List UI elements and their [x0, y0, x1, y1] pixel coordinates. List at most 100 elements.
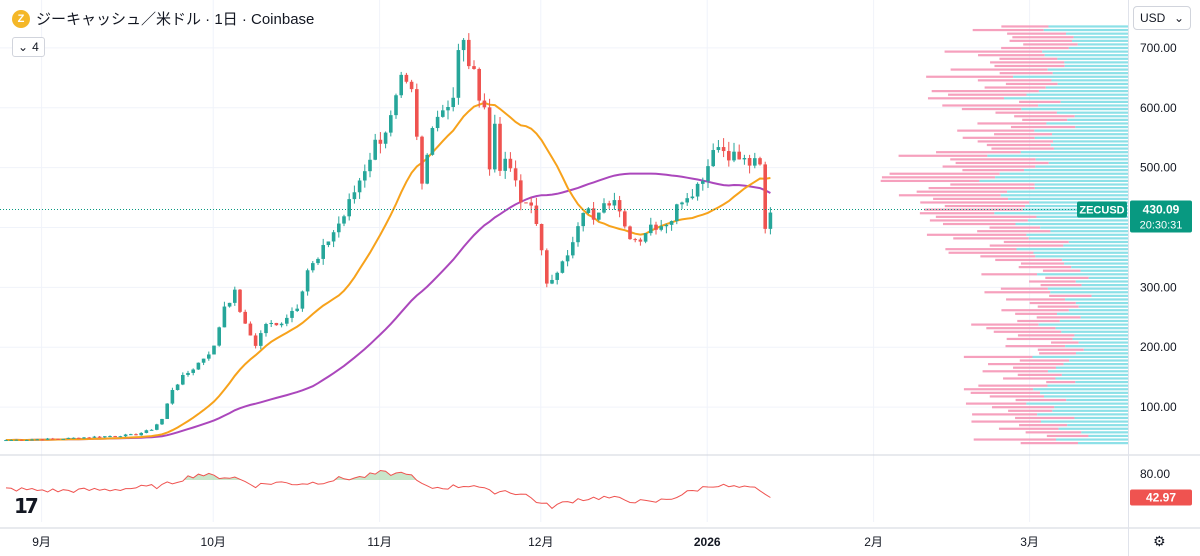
sma-long-series	[6, 172, 771, 441]
candle-body	[243, 311, 247, 324]
volume-profile-down-bar	[916, 190, 1008, 193]
currency-select[interactable]: USD ⌄	[1133, 6, 1191, 30]
volume-profile-down-bar	[1023, 43, 1078, 46]
volume-profile-down-bar	[1008, 409, 1053, 412]
volume-profile-down-bar	[1029, 280, 1076, 283]
candle-body	[144, 430, 149, 433]
volume-profile-down-bar	[1019, 424, 1068, 427]
candle-body	[487, 107, 492, 170]
volume-profile-up-bar	[1052, 133, 1128, 136]
candle-body	[591, 208, 596, 220]
candle-body	[586, 208, 591, 214]
candle-body	[669, 221, 674, 225]
candle-body	[71, 437, 76, 439]
volume-profile-down-bar	[988, 363, 1064, 366]
volume-profile-down-bar	[1019, 359, 1070, 362]
candle-body	[467, 39, 471, 67]
volume-profile-down-bar	[986, 327, 1056, 330]
price-labels: ZECUSD 430.09 20:30:31 42.97	[0, 200, 1192, 506]
x-tick-label: 2月	[864, 535, 883, 549]
volume-profile-up-bar	[1007, 190, 1128, 193]
y-tick-label: 200.00	[1140, 340, 1177, 354]
volume-profile-down-bar	[919, 212, 995, 215]
candle-body	[435, 116, 440, 129]
tradingview-logo[interactable]: 17	[14, 494, 39, 518]
rsi-line	[5, 469, 771, 510]
volume-profile-up-bar	[1016, 248, 1128, 251]
volume-profile-down-bar	[1017, 319, 1060, 323]
candle-body	[555, 272, 559, 280]
volume-profile-up-bar	[1075, 352, 1128, 355]
candle-body	[747, 158, 752, 166]
candle-body	[701, 181, 705, 184]
volume-profile-down-bar	[945, 248, 1017, 251]
volume-profile-down-bar	[1009, 39, 1073, 42]
candle-body	[649, 224, 653, 234]
volume-profile-up-bar	[1037, 273, 1128, 276]
volume-profile-down-bar	[999, 72, 1053, 75]
candle-body	[295, 308, 299, 311]
candle-body	[227, 302, 232, 307]
candle-body	[181, 374, 185, 385]
volume-profile-up-bar	[1047, 370, 1128, 373]
y-tick-label: 500.00	[1140, 161, 1177, 175]
x-tick-label: 10月	[201, 535, 226, 549]
volume-profile-up-bar	[995, 176, 1128, 179]
volume-profile-up-bar	[1055, 377, 1128, 380]
volume-profile-up-bar	[1053, 147, 1128, 150]
volume-profile-down-bar	[994, 64, 1065, 68]
candle-body	[233, 289, 237, 303]
volume-profile-up-bar	[979, 179, 1128, 183]
candle-body	[123, 434, 128, 437]
candle-body	[290, 310, 294, 318]
volume-profile-up-bar	[1034, 187, 1128, 190]
volume-profile-down-bar	[984, 86, 1046, 89]
candle-body	[711, 150, 715, 167]
volume-profile-up-bar	[1046, 122, 1128, 125]
volume-profile-down-bar	[995, 111, 1057, 114]
rsi-overbought-fill	[6, 470, 771, 480]
x-tick-label: 12月	[528, 535, 553, 549]
volume-profile-down-bar	[1015, 398, 1067, 402]
candle-body	[441, 110, 445, 117]
indicators-toggle-button[interactable]: ⌄ 4	[12, 37, 45, 57]
y-tick-label: 300.00	[1140, 280, 1177, 294]
candle-body	[690, 196, 695, 199]
volume-profile-up-bar	[1056, 111, 1128, 114]
candle-body	[737, 151, 741, 160]
candle-body	[134, 434, 138, 436]
volume-profile-up-bar	[1080, 269, 1128, 272]
volume-profile-down-bar	[1012, 36, 1074, 39]
candle-body	[253, 335, 258, 346]
candle-body	[721, 147, 726, 152]
volume-profile-up-bar	[1055, 327, 1128, 330]
candle-body	[513, 168, 518, 181]
candle-body	[404, 74, 409, 82]
candle-body	[659, 226, 663, 230]
candle-body	[186, 372, 190, 375]
candle-body	[742, 158, 747, 160]
volume-profile-up-bar	[1034, 129, 1128, 132]
volume-profile-down-bar	[991, 147, 1054, 150]
candle-body	[643, 233, 648, 242]
volume-profile-down-bar	[999, 57, 1058, 60]
candle-body	[248, 323, 253, 336]
volume-profile-up-bar	[1067, 424, 1128, 427]
volume-profile-up-bar	[994, 212, 1128, 215]
candle-body	[61, 438, 65, 440]
candle-body	[14, 439, 19, 441]
volume-profile-down-bar	[942, 222, 1016, 226]
volume-profile-up-bar	[1061, 330, 1128, 333]
candle-body	[628, 226, 632, 240]
candle-body	[92, 436, 97, 438]
volume-profile-up-bar	[1022, 208, 1128, 211]
volume-profile-up-bar	[1068, 309, 1128, 312]
settings-icon[interactable]: ⚙	[1153, 533, 1166, 549]
candle-body	[706, 166, 710, 182]
volume-profile-down-bar	[995, 258, 1063, 262]
volume-profile-down-bar	[926, 233, 1027, 236]
volume-profile-up-bar	[1028, 237, 1128, 240]
candle-body	[477, 68, 481, 101]
volume-profile-down-bar	[931, 90, 1039, 93]
